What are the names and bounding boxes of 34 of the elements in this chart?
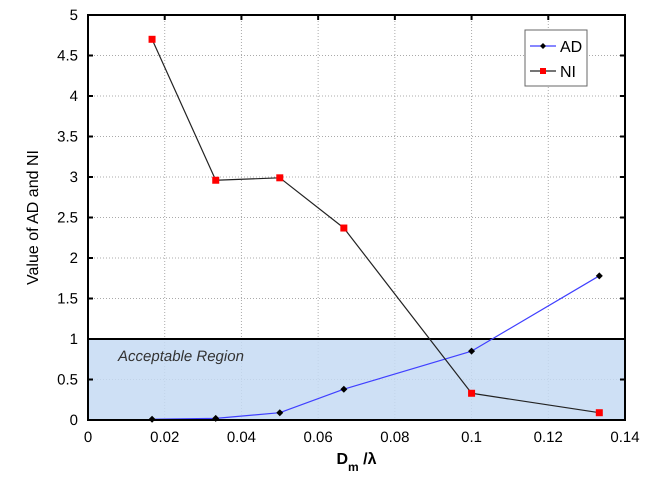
y-tick-label: 0.5 <box>57 372 78 388</box>
y-tick-label: 1 <box>70 331 78 348</box>
point <box>468 390 476 397</box>
legend-label: AD <box>560 39 582 56</box>
point <box>212 176 220 184</box>
y-tick-label: 4 <box>70 88 78 105</box>
x-tick-label: 0.02 <box>150 429 180 446</box>
x-axis-title: D$_{m}$ /λ <box>336 451 377 474</box>
y-tick-label: 0 <box>70 412 78 429</box>
point <box>148 36 156 43</box>
x-tick-label: 0.08 <box>380 429 410 446</box>
band-label: Acceptable Region <box>117 348 244 365</box>
y-tick-label: 5 <box>70 7 78 24</box>
y-tick-label: 3 <box>70 169 78 186</box>
y-tick-label: 2.5 <box>57 210 78 226</box>
x-tick-label: 0.1 <box>461 429 482 446</box>
x-tick-label: 0.14 <box>610 429 640 446</box>
y-tick-label: 1.5 <box>57 290 78 308</box>
x-tick-label: 0.06 <box>304 429 333 446</box>
x-tick-label: 0.04 <box>226 429 256 446</box>
x-tick-label: 0 <box>84 429 92 446</box>
y-tick-label: 4.5 <box>57 48 78 64</box>
legend-label: NI <box>560 64 576 81</box>
point <box>276 174 284 182</box>
point <box>340 224 348 232</box>
point <box>340 386 348 393</box>
point <box>468 348 476 355</box>
x-tick-label: 0.12 <box>534 429 563 446</box>
point <box>596 409 603 416</box>
y-tick-label: 2 <box>70 250 78 267</box>
point <box>596 272 603 280</box>
y-tick-label: 3.5 <box>57 128 78 146</box>
y-axis-title: Value of AD and NI <box>25 150 42 285</box>
point <box>276 409 284 416</box>
